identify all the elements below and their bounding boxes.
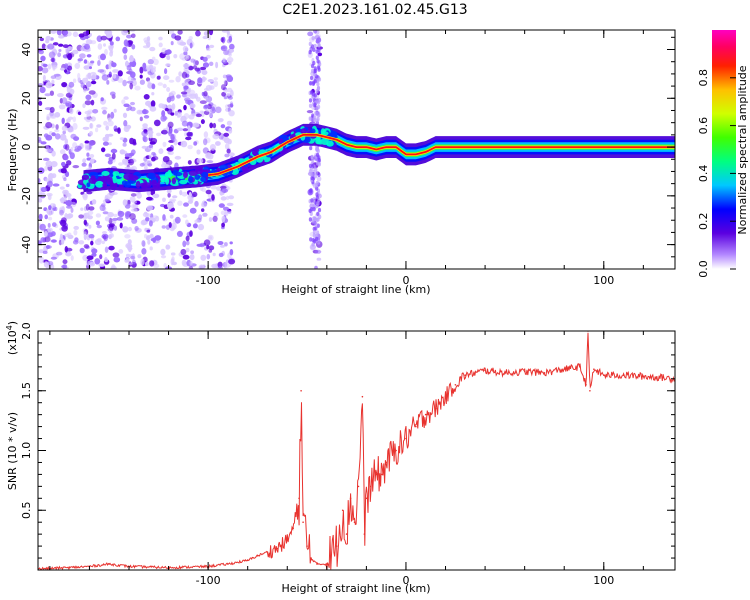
snr-data-point	[504, 372, 506, 374]
spectrogram-ridge-core	[208, 134, 675, 176]
colorbar: 0.0 0.2 0.4 0.6 0.8 Normalized spectral ampl…	[697, 30, 749, 278]
snr-data-point	[385, 461, 388, 464]
snr-data-point	[454, 384, 457, 386]
snr-x-tick-label: 100	[593, 574, 614, 587]
snr-data-point	[585, 384, 587, 386]
snr-y-tick-label: 1.0	[20, 442, 33, 460]
snr-data-point	[300, 390, 302, 392]
snr-data-point	[286, 539, 289, 541]
snr-data-point	[405, 437, 407, 440]
snr-data-point	[353, 521, 356, 523]
snr-data-point	[464, 374, 467, 377]
colorbar-gradient	[712, 30, 736, 269]
snr-data-point	[369, 485, 372, 488]
colorbar-tick-label: 0.4	[697, 165, 710, 183]
snr-data-point	[363, 533, 366, 535]
spectrogram-y-tick-label: 20	[20, 91, 33, 105]
snr-x-label: Height of straight line (km)	[281, 582, 430, 595]
snr-data-point	[361, 395, 364, 398]
colorbar-label: Normalized spectral amplitude	[736, 65, 749, 234]
spectrogram-x-tick-label: 0	[402, 274, 409, 287]
snr-data-point	[395, 449, 397, 452]
snr-data-point	[603, 374, 605, 377]
snr-data-point	[326, 563, 328, 565]
snr-data-point	[593, 368, 595, 371]
snr-data-point	[444, 395, 447, 398]
spectrogram-y-tick-label: -20	[20, 187, 33, 205]
snr-data-point	[310, 557, 312, 559]
spectrogram-x-label: Height of straight line (km)	[281, 283, 430, 296]
snr-data-point	[662, 376, 664, 379]
snr-data-point	[292, 527, 295, 529]
snr-data-point	[335, 545, 338, 547]
snr-y-label: SNR (10 * v/v)	[6, 412, 19, 490]
snr-data-point	[266, 551, 269, 553]
snr-data-point	[256, 554, 259, 557]
snr-data-point	[306, 545, 308, 547]
snr-data-point	[589, 390, 591, 392]
snr-data-point	[484, 369, 486, 372]
snr-panel: -100 0 100 0.5 1.0 1.5 2.0 Height of straight …	[5, 321, 676, 595]
snr-data-point	[276, 547, 279, 550]
snr-data-point	[349, 497, 352, 500]
chart-title: C2E1.2023.161.02.45.G13	[282, 2, 468, 18]
snr-data-point	[415, 425, 417, 428]
spectrogram-x-tick-label: 100	[593, 274, 614, 287]
snr-y-multiplier: (x104)	[5, 321, 19, 355]
snr-data-point	[381, 473, 384, 476]
spectrogram-y-label: Frequency (Hz)	[6, 109, 19, 192]
snr-y-tick-label: 0.5	[20, 502, 33, 520]
colorbar-tick-label: 0.8	[697, 69, 710, 87]
spectrogram-y-tick-label: 0	[20, 144, 33, 151]
snr-data-point	[227, 563, 229, 565]
snr-x-tick-label: -100	[196, 574, 221, 587]
spectrogram-x-tick-label: -100	[196, 274, 221, 287]
snr-data-point	[345, 533, 348, 535]
colorbar-tick-label: 0.2	[697, 212, 710, 230]
spectrogram-y-tick-label: 40	[20, 43, 33, 57]
spectrogram-ridge	[76, 123, 675, 193]
snr-y-tick-label: 1.5	[20, 382, 33, 400]
snr-data-point	[108, 563, 110, 565]
snr-data-point	[357, 485, 360, 488]
snr-data-point	[246, 559, 249, 562]
snr-series-line	[38, 332, 675, 570]
snr-data-point	[523, 370, 526, 373]
snr-data-point	[563, 368, 565, 371]
snr-y-tick-label: 2.0	[20, 322, 33, 340]
colorbar-tick-label: 0.6	[697, 117, 710, 135]
snr-data-point	[434, 407, 437, 410]
colorbar-tick-label: 0.0	[697, 260, 710, 278]
snr-data-point	[579, 366, 581, 368]
snr-data-point	[365, 497, 368, 500]
snr-data-point	[375, 473, 378, 476]
spectrogram-panel: -100 0 100 -40 -20 0 20 40 Height of straight l…	[6, 29, 676, 296]
snr-data-point	[68, 566, 71, 569]
snr-data-point	[341, 509, 344, 512]
spectrogram-frame	[37, 29, 676, 270]
snr-data-point	[424, 413, 427, 416]
snr-data-point	[543, 372, 546, 374]
snr-data-point	[302, 521, 304, 523]
spectrogram-y-tick-label: -40	[20, 236, 33, 254]
snr-x-tick-label: 0	[402, 574, 409, 587]
snr-data-point	[622, 374, 625, 377]
snr-data-point	[298, 497, 300, 500]
snr-data-point	[316, 563, 318, 565]
snr-data-point	[642, 375, 645, 378]
